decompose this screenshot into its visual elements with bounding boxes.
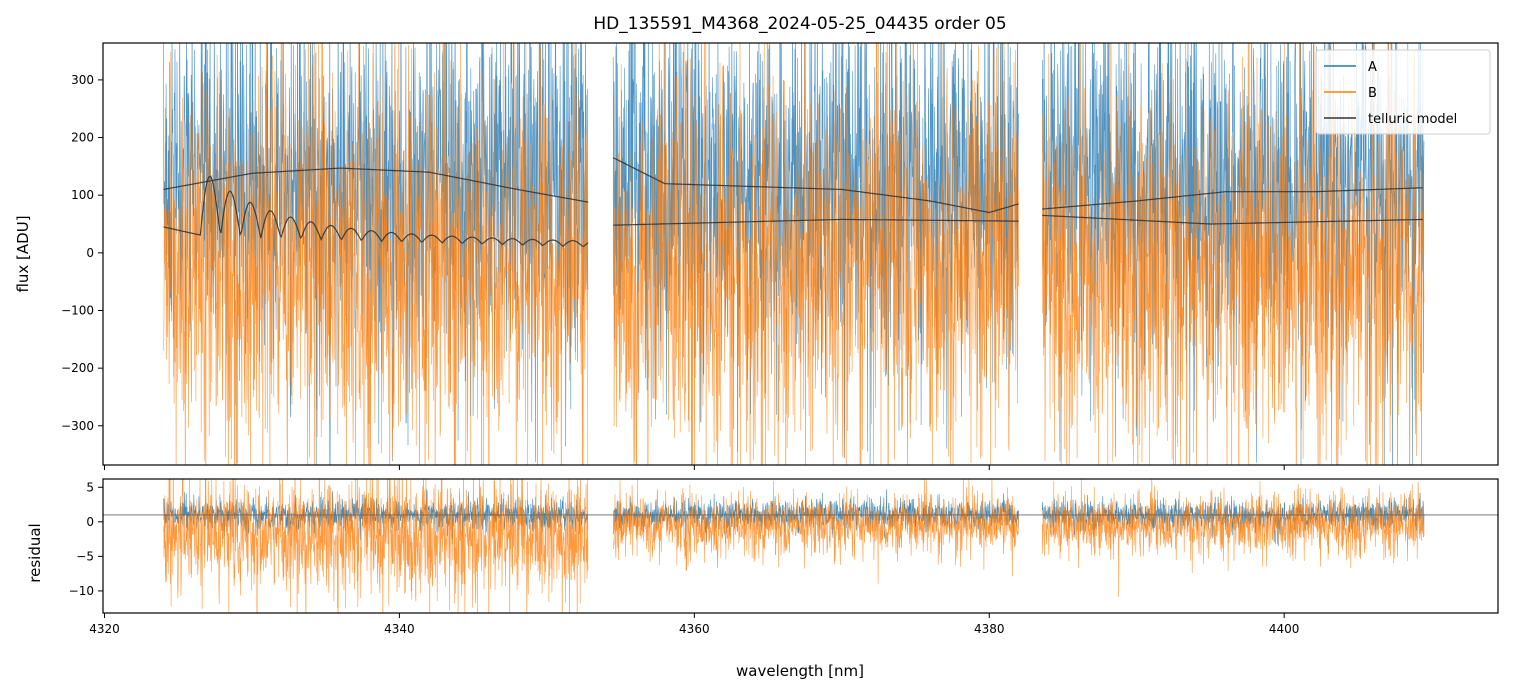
x-tick-label: 4340 [384,622,415,636]
bottom-axes-frame [102,478,1499,614]
series-b-line-seg-2 [1042,43,1425,465]
legend-label-telluric: telluric model [1368,112,1457,127]
legend-box [1315,49,1491,135]
bottom-panel: −10 −5 0 5 4320 4340 4360 4380 4400 residual wa… [26,478,1499,680]
y-tick-label: 0 [86,515,94,529]
x-tick-label: 4400 [1269,622,1300,636]
legend-label-a: A [1368,60,1377,75]
top-plot-area [163,43,1425,465]
y-tick-label: 200 [71,131,94,145]
y-tick-label: 100 [71,188,94,202]
residual-b-line-seg-2 [1042,479,1425,597]
top-axes-frame [102,42,1499,466]
chart-title: HD_135591_M4368_2024-05-25_04435 order 0… [593,14,1006,34]
x-tick-label: 4320 [89,622,120,636]
x-tick-label: 4380 [974,622,1005,636]
y-tick-label: 5 [86,480,94,494]
telluric-upper-seg-2 [1042,187,1423,210]
bottom-y-axis-label: residual [26,523,44,582]
legend: A B telluric model [1315,49,1491,135]
bottom-plot-area [103,479,1498,613]
y-tick-label: −5 [76,549,94,563]
top-y-axis-label: flux [ADU] [14,215,32,292]
series-b-line-seg-0 [163,43,589,465]
telluric-lower-seg-0 [163,175,589,247]
y-tick-label: −300 [61,419,94,433]
bottom-y-ticks: −10 −5 0 5 [69,480,103,598]
telluric-upper-seg-1 [612,157,1019,214]
legend-label-b: B [1368,86,1377,101]
residual-a-line-seg-1 [612,489,1019,545]
y-tick-label: −100 [61,303,94,317]
telluric-lower-seg-2 [1042,214,1423,225]
y-tick-label: −200 [61,361,94,375]
y-tick-label: 0 [86,246,94,260]
residual-b-line-seg-1 [612,479,1019,584]
residual-b-line-seg-0 [163,479,589,613]
telluric-upper-seg-0 [163,167,589,203]
telluric-lower-seg-1 [613,218,1019,226]
bottom-x-ticks: 4320 4340 4360 4380 4400 [89,613,1299,636]
y-tick-label: 300 [71,73,94,87]
x-axis-label: wavelength [nm] [736,662,864,680]
top-panel: −300 −200 −100 0 100 200 300 flux [ADU] A B te… [14,42,1499,470]
series-b-line-seg-1 [612,43,1019,465]
top-x-ticks [103,465,1285,470]
x-tick-label: 4360 [679,622,710,636]
y-tick-label: −10 [69,584,94,598]
top-y-ticks: −300 −200 −100 0 100 200 300 [61,73,103,433]
